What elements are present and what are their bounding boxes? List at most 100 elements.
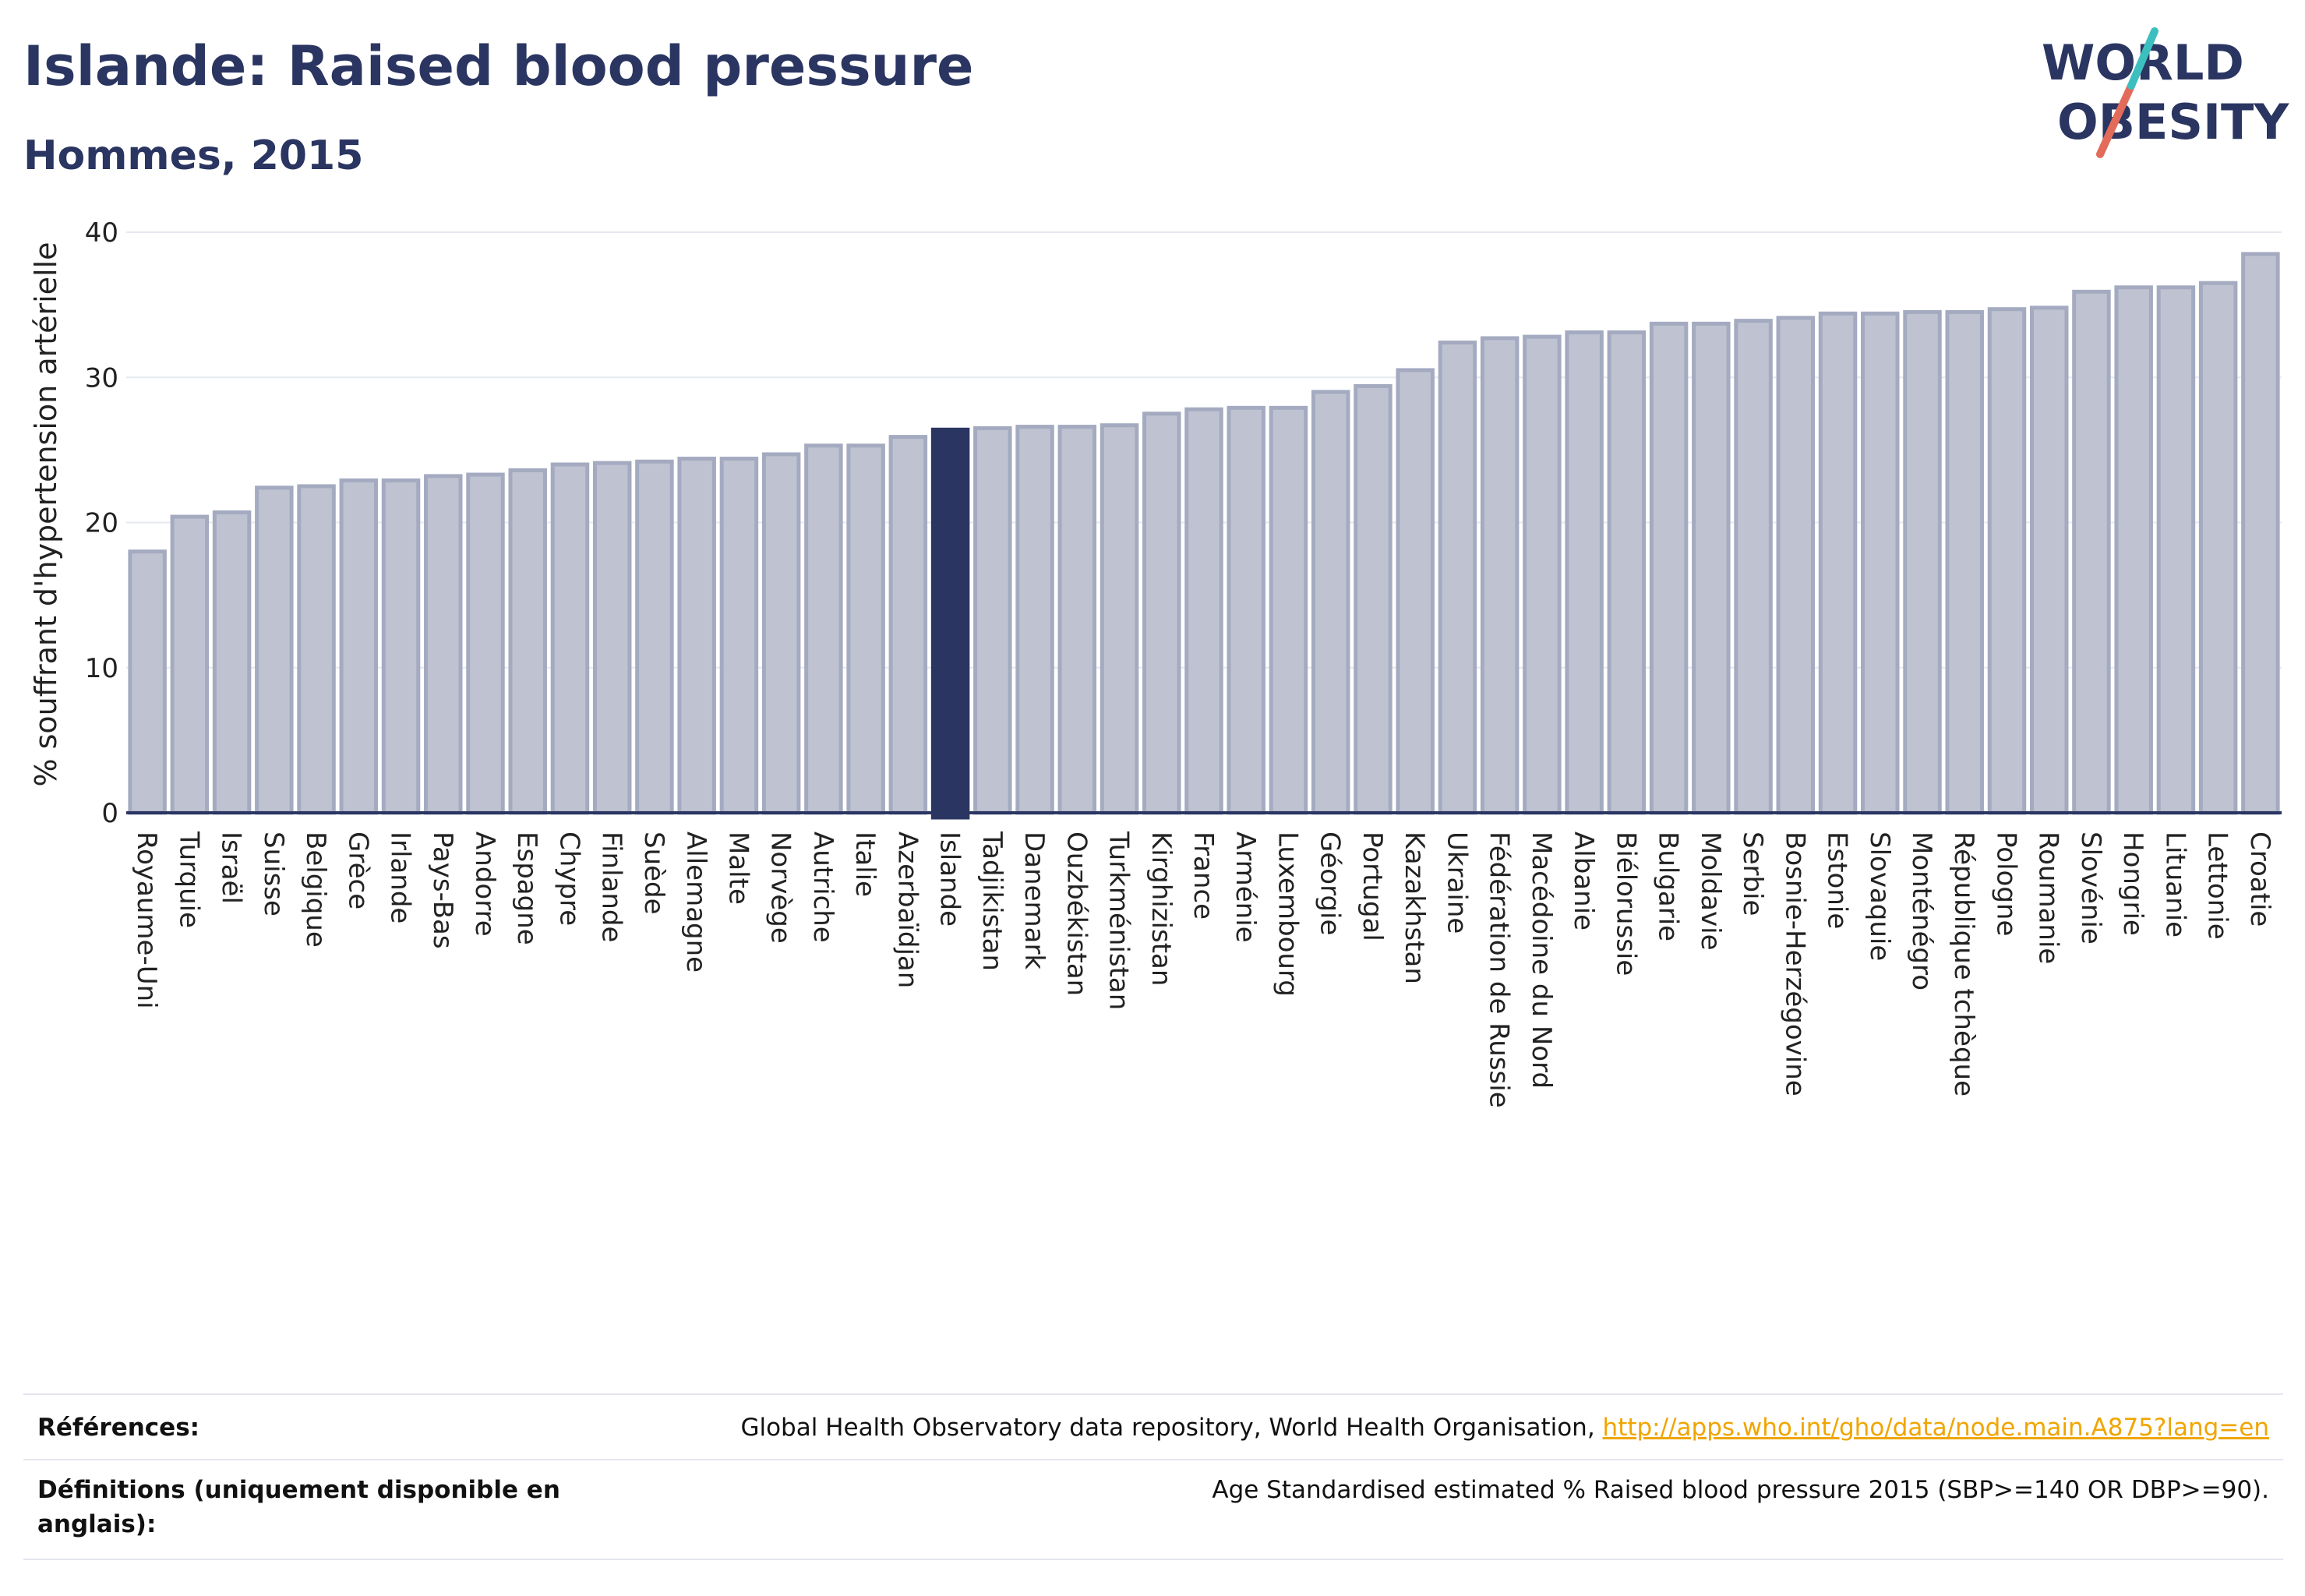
bar-finlande (592, 461, 632, 815)
references-link[interactable]: http://apps.who.int/gho/data/node.main.A… (1602, 1414, 2269, 1442)
bar-bulgarie (1649, 321, 1689, 815)
bar-italie (846, 443, 885, 815)
x-tick-label: Lettonie (2202, 832, 2233, 940)
bar-ukraine (1438, 341, 1477, 815)
x-tick-label: Bulgarie (1653, 832, 1684, 941)
x-tick-label: France (1188, 832, 1219, 920)
x-tick-label: Fédération de Russie (1484, 832, 1515, 1108)
x-tick-label: Azerbaïdjan (891, 832, 923, 988)
bar-slovaquie (1861, 311, 1900, 815)
x-tick-label: Finlande (596, 832, 627, 942)
x-tick-label: Portugal (1357, 832, 1388, 941)
x-tick-labels: Royaume-Uni Turquie Israël Suisse Belgique Gr… (131, 831, 2275, 1108)
x-tick-label: Kirghizistan (1145, 832, 1177, 986)
x-tick-label: Danemark (1018, 832, 1050, 969)
bar-bi-lorussie (1607, 330, 1647, 815)
x-tick-label: Luxembourg (1272, 832, 1303, 997)
logo-line2: OBESITY (2057, 94, 2289, 150)
x-tick-label: Ukraine (1441, 832, 1472, 934)
page-title: Islande: Raised blood pressure (23, 34, 974, 98)
y-tick-label: 10 (85, 653, 118, 684)
x-tick-label: Malte (722, 832, 754, 905)
x-tick-label: Bosnie-Herzégovine (1779, 832, 1810, 1096)
x-tick-label: Pologne (1990, 832, 2021, 936)
bar-moldavie (1692, 321, 1731, 815)
bar-croatie (2241, 252, 2280, 815)
definitions-value: Age Standardised estimated % Raised bloo… (1212, 1476, 2269, 1504)
x-tick-label: Biélorussie (1610, 832, 1641, 976)
bar-gr-ce (339, 478, 379, 815)
bar-bosnie-herz-govine (1776, 316, 1816, 815)
bar-kazakhstan (1396, 368, 1435, 815)
references-label: Références: (37, 1414, 200, 1442)
x-tick-label: Tadjikistan (976, 831, 1008, 971)
bar-islande (930, 427, 970, 820)
bar-luxembourg (1269, 405, 1308, 815)
x-tick-label: Royaume-Uni (131, 832, 162, 1009)
bar-slov-nie (2072, 289, 2111, 815)
x-tick-label: Israël (216, 832, 247, 904)
x-tick-label: Monténégro (1906, 832, 1937, 990)
page-subtitle: Hommes, 2015 (23, 132, 364, 179)
x-tick-label: Andorre (469, 832, 500, 937)
bar-portugal (1354, 383, 1393, 815)
references-text: Global Health Observatory data repositor… (740, 1414, 1603, 1442)
bar-g-orgie (1311, 390, 1350, 815)
bar-ouzb-kistan (1057, 425, 1097, 815)
y-tick-label: 20 (85, 508, 118, 539)
bar-andorre (466, 472, 505, 815)
y-tick-label: 30 (85, 362, 118, 394)
x-tick-label: Pays-Bas (427, 832, 458, 949)
bar-norv-ge (761, 452, 801, 815)
x-tick-label: Slovénie (2075, 832, 2106, 945)
x-tick-label: Slovaquie (1864, 832, 1895, 961)
x-tick-label: Roumanie (2033, 832, 2064, 964)
x-tick-label: Chypre (553, 832, 584, 926)
x-tick-label: Suisse (258, 832, 289, 916)
bar-hongrie (2114, 285, 2153, 815)
x-tick-label: Kazakhstan (1399, 832, 1430, 984)
x-tick-label: Moldavie (1695, 832, 1726, 951)
definitions-label: Définitions (uniquement disponible en an… (37, 1476, 560, 1538)
bar-isra-l (212, 510, 252, 815)
bar-france (1184, 407, 1223, 815)
bar-espagne (508, 468, 547, 815)
world-obesity-logo: WORLD OBESITY (2042, 27, 2289, 158)
bar-albanie (1565, 330, 1604, 815)
bar-turkm-nistan (1100, 423, 1139, 815)
bar-estonie (1818, 311, 1858, 815)
x-tick-label: Serbie (1737, 832, 1768, 916)
x-tick-label: Lituanie (2159, 832, 2190, 937)
x-tick-label: Macédoine du Nord (1526, 832, 1557, 1089)
x-tick-label: Italie (849, 832, 881, 897)
bar-allemagne (677, 457, 716, 815)
bar-autriche (804, 443, 843, 815)
x-tick-label: Turkménistan (1103, 831, 1135, 1010)
x-tick-label: Grèce (342, 832, 373, 909)
x-tick-label: Allemagne (680, 832, 711, 973)
x-tick-label: Hongrie (2117, 832, 2148, 936)
bar-malte (719, 457, 759, 815)
references-value: Global Health Observatory data repositor… (740, 1411, 2269, 1445)
x-tick-label: Belgique (300, 832, 331, 948)
bar-irlande (381, 478, 421, 815)
x-tick-label: Albanie (1568, 832, 1599, 930)
x-tick-label: Espagne (511, 832, 542, 945)
x-tick-label: Islande (934, 832, 965, 927)
bar-chypre (550, 462, 590, 815)
bar-pologne (1987, 307, 2027, 815)
bar-lituanie (2156, 285, 2196, 815)
x-tick-label: Ouzbékistan (1061, 832, 1092, 996)
bar-serbie (1734, 319, 1773, 815)
x-tick-label: Géorgie (1315, 832, 1346, 935)
bar-suisse (255, 486, 294, 815)
y-tick-label: 40 (85, 217, 118, 249)
logo-slash-teal (2127, 27, 2159, 90)
bar-tadjikistan (973, 425, 1012, 815)
x-tick-label: République tchèque (1948, 832, 1979, 1096)
bar-chart: 0 10 20 30 40 Royaume-Uni Turquie Israël Suisse… (29, 217, 2282, 1108)
y-ticks: 0 10 20 30 40 (85, 217, 118, 829)
bar-r-publique-tch-que (1945, 309, 1984, 815)
bars (128, 252, 2280, 820)
x-tick-label: Arménie (1230, 832, 1261, 943)
